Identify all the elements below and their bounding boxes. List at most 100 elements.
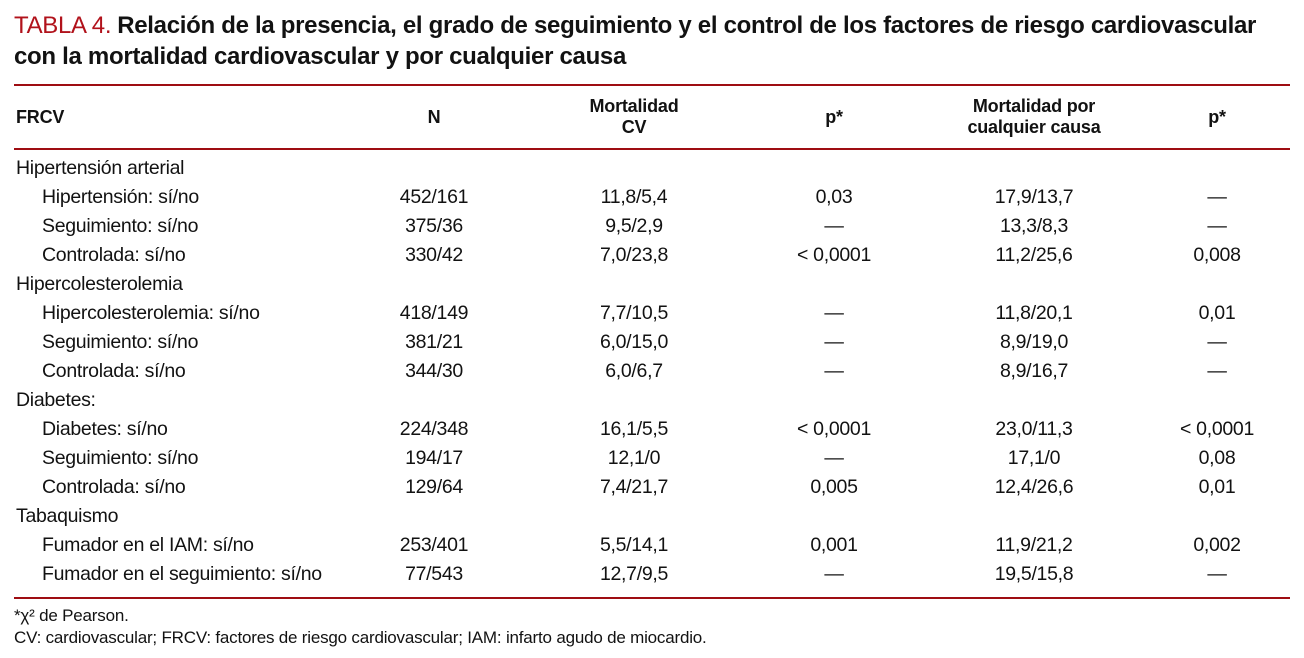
cell-mortalidad-causa: 17,9/13,7 [994,186,1074,208]
cell-p-cv [744,502,924,531]
cell-n: 129/64 [405,476,463,498]
cell-mortalidad-cv [524,149,744,183]
row-label: Fumador en el IAM: sí/no [42,534,254,556]
row-label: Hipercolesterolemia [16,273,183,295]
cell-n: 77/543 [405,563,463,585]
cell-n: 381/21 [405,331,463,353]
cell-mortalidad-causa [924,270,1144,299]
cell-mortalidad-causa: 8,9/19,0 [999,331,1069,353]
table-number: TABLA 4. [14,12,112,39]
cell-p-cv: — [824,302,844,324]
cell-p-cv: — [824,360,844,382]
cell-mortalidad-causa: 19,5/15,8 [994,563,1074,585]
column-header-p-cv: p* [744,85,924,150]
cell-p-causa: 0,002 [1193,534,1241,556]
cell-mortalidad-cv: 16,1/5,5 [599,418,669,440]
cell-n [344,149,524,183]
cell-p-cv: < 0,0001 [796,244,872,266]
risk-factors-mortality-table: FRCV N Mortalidad CV p* Mortalidad por c… [14,84,1290,599]
cell-p-causa: 0,01 [1198,476,1236,498]
cell-n: 194/17 [405,447,463,469]
cell-mortalidad-cv [524,386,744,415]
cell-p-causa: 0,01 [1198,302,1236,324]
table-row: Controlada: sí/no 330/42 7,0/23,8 < 0,0001 1… [14,241,1290,270]
cell-p-causa: 0,008 [1193,244,1241,266]
cell-p-cv: — [824,215,844,237]
cell-n: 330/42 [405,244,463,266]
cell-mortalidad-cv: 12,7/9,5 [599,563,669,585]
cell-n: 375/36 [405,215,463,237]
cell-p-causa [1144,502,1290,531]
cell-n: 452/161 [399,186,469,208]
table-body: Hipertensión arterial Hipertensión: sí/no… [14,149,1290,598]
row-label: Hipertensión: sí/no [42,186,199,208]
footnote-pearson: *χ² de Pearson. [14,606,129,625]
cell-mortalidad-causa: 8,9/16,7 [999,360,1069,382]
cell-mortalidad-cv: 6,0/6,7 [605,360,663,382]
cell-mortalidad-causa: 17,1/0 [1007,447,1061,469]
cell-n [344,502,524,531]
section-row: Hipertensión arterial [14,149,1290,183]
cell-mortalidad-cv: 7,4/21,7 [599,476,669,498]
column-header-mortalidad-cv: Mortalidad CV [524,85,744,150]
header-row: FRCV N Mortalidad CV p* Mortalidad por c… [14,85,1290,150]
cell-p-cv [744,270,924,299]
table-row: Hipertensión: sí/no 452/161 11,8/5,4 0,03 17… [14,183,1290,212]
cell-mortalidad-cv: 7,7/10,5 [599,302,669,324]
cell-p-causa: — [1207,215,1227,237]
cell-p-cv: < 0,0001 [796,418,872,440]
cell-mortalidad-causa [924,386,1144,415]
cell-n: 344/30 [405,360,463,382]
row-label: Seguimiento: sí/no [42,215,199,237]
table-title: TABLA 4. Relación de la presencia, el gra… [14,10,1290,72]
row-label: Seguimiento: sí/no [42,447,199,469]
cell-p-cv: — [824,331,844,353]
cell-mortalidad-causa: 13,3/8,3 [999,215,1069,237]
cell-p-cv: 0,001 [810,534,858,556]
row-label: Tabaquismo [16,505,119,527]
cell-p-causa: — [1207,563,1227,585]
cell-p-cv: 0,03 [815,186,853,208]
cell-p-causa: — [1207,186,1227,208]
cell-n: 224/348 [399,418,469,440]
cell-mortalidad-cv [524,502,744,531]
section-row: Diabetes: [14,386,1290,415]
cell-p-causa [1144,270,1290,299]
table-row: Hipercolesterolemia: sí/no 418/149 7,7/10,… [14,299,1290,328]
cell-mortalidad-causa [924,149,1144,183]
cell-n [344,386,524,415]
column-header-p-causa: p* [1144,85,1290,150]
column-header-frcv: FRCV [14,85,344,150]
title-text: Relación de la presencia, el grado de se… [14,12,1257,70]
cell-p-causa: — [1207,360,1227,382]
cell-mortalidad-cv: 12,1/0 [607,447,661,469]
column-header-mortalidad-causa: Mortalidad por cualquier causa [924,85,1144,150]
table-header: FRCV N Mortalidad CV p* Mortalidad por c… [14,85,1290,150]
row-label: Controlada: sí/no [42,360,186,382]
cell-n: 418/149 [399,302,469,324]
row-label: Fumador en el seguimiento: sí/no [42,563,322,585]
cell-p-cv [744,386,924,415]
row-label: Hipercolesterolemia: sí/no [42,302,260,324]
cell-mortalidad-cv [524,270,744,299]
row-label: Seguimiento: sí/no [42,331,199,353]
cell-mortalidad-causa: 23,0/11,3 [995,418,1073,440]
cell-mortalidad-causa: 11,9/21,2 [995,534,1073,556]
row-label: Controlada: sí/no [42,476,186,498]
cell-p-cv: — [824,563,844,585]
cell-p-cv: 0,005 [810,476,858,498]
section-row: Tabaquismo [14,502,1290,531]
table-row: Seguimiento: sí/no 381/21 6,0/15,0 — 8,9/19,… [14,328,1290,357]
footnote-abbreviations: CV: cardiovascular; FRCV: factores de ri… [14,628,707,647]
cell-p-causa: < 0,0001 [1179,418,1255,440]
cell-mortalidad-causa [924,502,1144,531]
cell-p-causa [1144,149,1290,183]
row-label: Hipertensión arterial [16,157,185,179]
table-row: Seguimiento: sí/no 375/36 9,5/2,9 — 13,3/8,3… [14,212,1290,241]
table-row: Fumador en el seguimiento: sí/no 77/543 12… [14,560,1290,598]
cell-mortalidad-causa: 11,2/25,6 [995,244,1073,266]
cell-mortalidad-causa: 11,8/20,1 [995,302,1073,324]
row-label: Controlada: sí/no [42,244,186,266]
cell-p-cv [744,149,924,183]
